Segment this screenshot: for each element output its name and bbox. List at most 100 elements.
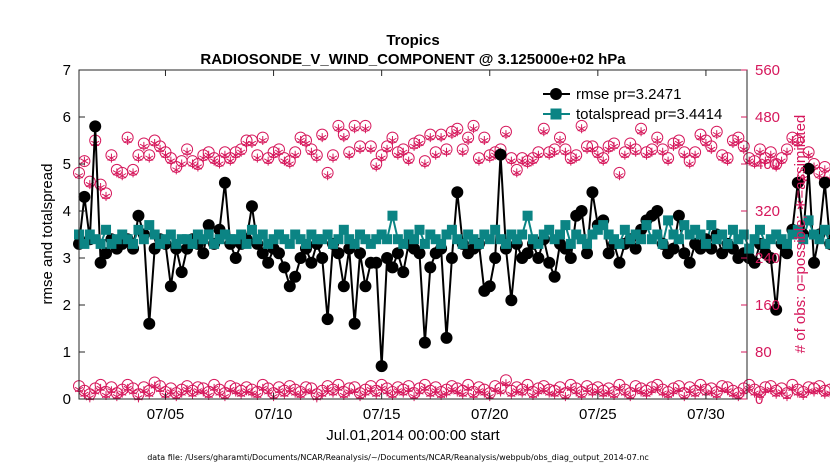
- obs-assimilated-marker: [410, 142, 418, 151]
- spread-point: [523, 211, 533, 221]
- obs-assimilated-marker: [507, 157, 515, 166]
- obs-assimilated-low-marker: [129, 387, 137, 396]
- legend-rmse-label: rmse pr=3.2471: [576, 86, 681, 103]
- obs-assimilated-marker: [518, 157, 526, 166]
- rmse-point: [684, 257, 696, 269]
- obs-assimilated-marker: [437, 133, 445, 142]
- y-tick-label-right: 160: [755, 297, 780, 314]
- spread-point: [382, 234, 392, 244]
- legend-rmse-marker: [550, 88, 562, 100]
- spread-point: [663, 215, 673, 225]
- rmse-point: [197, 247, 209, 259]
- obs-assimilated-low-marker: [221, 392, 229, 401]
- spread-point: [555, 230, 565, 240]
- legend-spread-label: totalspread pr=3.4414: [576, 106, 722, 123]
- obs-assimilated-marker: [540, 127, 548, 136]
- obs-assimilated-marker: [680, 151, 688, 160]
- obs-assimilated-marker: [210, 157, 218, 166]
- obs-assimilated-marker: [821, 165, 829, 174]
- spread-point: [409, 234, 419, 244]
- obs-assimilated-low-marker: [178, 389, 186, 398]
- obs-assimilated-marker: [740, 145, 748, 154]
- obs-assimilated-marker: [162, 151, 170, 160]
- rmse-point: [489, 252, 501, 264]
- spread-point: [517, 230, 527, 240]
- obs-assimilated-marker: [632, 148, 640, 157]
- spread-point: [258, 230, 268, 240]
- obs-assimilated-marker: [486, 154, 494, 163]
- rmse-point: [316, 252, 328, 264]
- y-tick-label-right: 0: [755, 391, 763, 408]
- rmse-point: [322, 313, 334, 325]
- spread-point: [825, 239, 830, 249]
- obs-assimilated-marker: [534, 151, 542, 160]
- x-tick-label: 07/20: [471, 406, 509, 423]
- obs-assimilated-low-marker: [237, 390, 245, 399]
- spread-point: [144, 220, 154, 230]
- spread-point: [582, 239, 592, 249]
- spread-point: [744, 244, 754, 254]
- spread-point: [333, 234, 343, 244]
- rmse-point: [484, 280, 496, 292]
- obs-assimilated-marker: [324, 171, 332, 180]
- obs-assimilated-marker: [637, 127, 645, 136]
- obs-assimilated-marker: [253, 154, 261, 163]
- spread-point: [701, 239, 711, 249]
- obs-assimilated-marker: [659, 148, 667, 157]
- rmse-point: [673, 210, 685, 222]
- y-tick-label-left: 6: [63, 109, 71, 126]
- obs-assimilated-marker: [335, 124, 343, 133]
- obs-assimilated-low-marker: [97, 384, 105, 393]
- obs-assimilated-marker: [226, 157, 234, 166]
- obs-assimilated-marker: [448, 130, 456, 139]
- obs-assimilated-marker: [378, 154, 386, 163]
- obs-assimilated-low-marker: [362, 389, 370, 398]
- rmse-point: [413, 247, 425, 259]
- obs-assimilated-low-marker: [145, 390, 153, 399]
- obs-assimilated-low-marker: [599, 390, 607, 399]
- rmse-point: [289, 271, 301, 283]
- rmse-point: [273, 247, 285, 259]
- obs-assimilated-marker: [189, 160, 197, 169]
- spread-point: [420, 239, 430, 249]
- y-tick-label-left: 5: [63, 156, 71, 173]
- obs-assimilated-low-marker: [648, 386, 656, 395]
- spread-point: [133, 225, 143, 235]
- y-tick-label-right: 240: [755, 250, 780, 267]
- legend-spread-marker: [551, 109, 562, 120]
- spread-point: [285, 239, 295, 249]
- y-axis-label-left: rmse and totalspread: [39, 164, 56, 305]
- obs-assimilated-marker: [524, 160, 532, 169]
- spread-point: [398, 239, 408, 249]
- obs-assimilated-low-marker: [583, 385, 591, 394]
- obs-assimilated-marker: [734, 136, 742, 145]
- obs-assimilated-marker: [724, 157, 732, 166]
- y-tick-label-left: 7: [63, 62, 71, 79]
- obs-assimilated-marker: [502, 130, 510, 139]
- spread-point: [166, 230, 176, 240]
- y-tick-label-right: 480: [755, 109, 780, 126]
- obs-assimilated-marker: [199, 154, 207, 163]
- obs-assimilated-marker: [124, 136, 132, 145]
- obs-assimilated-marker: [356, 145, 364, 154]
- rmse-point: [651, 205, 663, 217]
- obs-assimilated-marker: [243, 139, 251, 148]
- rmse-point: [667, 243, 679, 255]
- obs-assimilated-marker: [567, 157, 575, 166]
- x-axis-label: Jul.01,2014 00:00:00 start: [326, 427, 500, 444]
- obs-assimilated-marker: [259, 136, 267, 145]
- obs-assimilated-marker: [475, 157, 483, 166]
- obs-assimilated-marker: [648, 148, 656, 157]
- y-tick-label-left: 2: [63, 297, 71, 314]
- obs-assimilated-marker: [383, 145, 391, 154]
- obs-assimilated-marker: [589, 145, 597, 154]
- obs-assimilated-marker: [194, 162, 202, 171]
- obs-assimilated-low-marker: [556, 386, 564, 395]
- obs-assimilated-low-marker: [572, 387, 580, 396]
- obs-assimilated-marker: [697, 133, 705, 142]
- obs-assimilated-marker: [551, 148, 559, 157]
- obs-assimilated-marker: [313, 154, 321, 163]
- obs-assimilated-marker: [643, 151, 651, 160]
- obs-assimilated-marker: [399, 148, 407, 157]
